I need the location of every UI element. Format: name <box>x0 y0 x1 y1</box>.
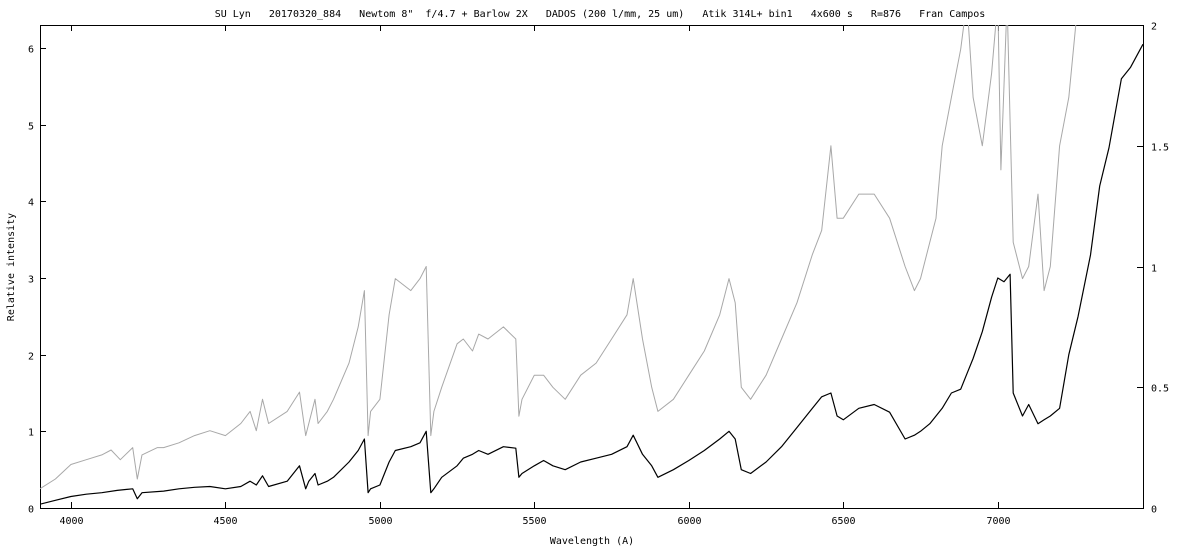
x-tick-label: 6000 <box>677 516 701 527</box>
y2-tick-label: 1.5 <box>1151 143 1169 154</box>
y-tick-label: 1 <box>28 428 34 439</box>
y-tick-label: 2 <box>28 352 34 363</box>
x-tick-label: 4000 <box>59 516 83 527</box>
y-tick-label: 4 <box>28 198 34 209</box>
chart-title: SU Lyn 20170320_884 Newtom 8" f/4.7 + Ba… <box>215 9 986 20</box>
x-axis-label: Wavelength (A) <box>550 536 634 547</box>
y-tick-label: 0 <box>28 505 34 516</box>
y-tick-label: 3 <box>28 275 34 286</box>
y-axis-label: Relative intensity <box>6 213 17 321</box>
series-line-left-axis <box>40 43 1143 505</box>
axis-ticks: 4000 4500 5000 5500 6000 6500 7000 0 1 2 3 4 5 6 0 0.5 1… <box>28 22 1169 528</box>
x-tick-label: 5000 <box>368 516 392 527</box>
y2-tick-label: 2 <box>1151 22 1157 33</box>
series-line-right-axis <box>40 25 1077 490</box>
y2-tick-label: 0 <box>1151 505 1157 516</box>
x-tick-label: 5500 <box>522 516 546 527</box>
plot-frame <box>40 25 1144 509</box>
y-tick-label: 5 <box>28 122 34 133</box>
y2-tick-label: 0.5 <box>1151 384 1169 395</box>
x-tick-label: 7000 <box>986 516 1010 527</box>
x-tick-label: 4500 <box>213 516 237 527</box>
series-lines <box>40 25 1143 505</box>
y2-tick-label: 1 <box>1151 264 1157 275</box>
x-tick-label: 6500 <box>831 516 855 527</box>
y-tick-label: 6 <box>28 45 34 56</box>
